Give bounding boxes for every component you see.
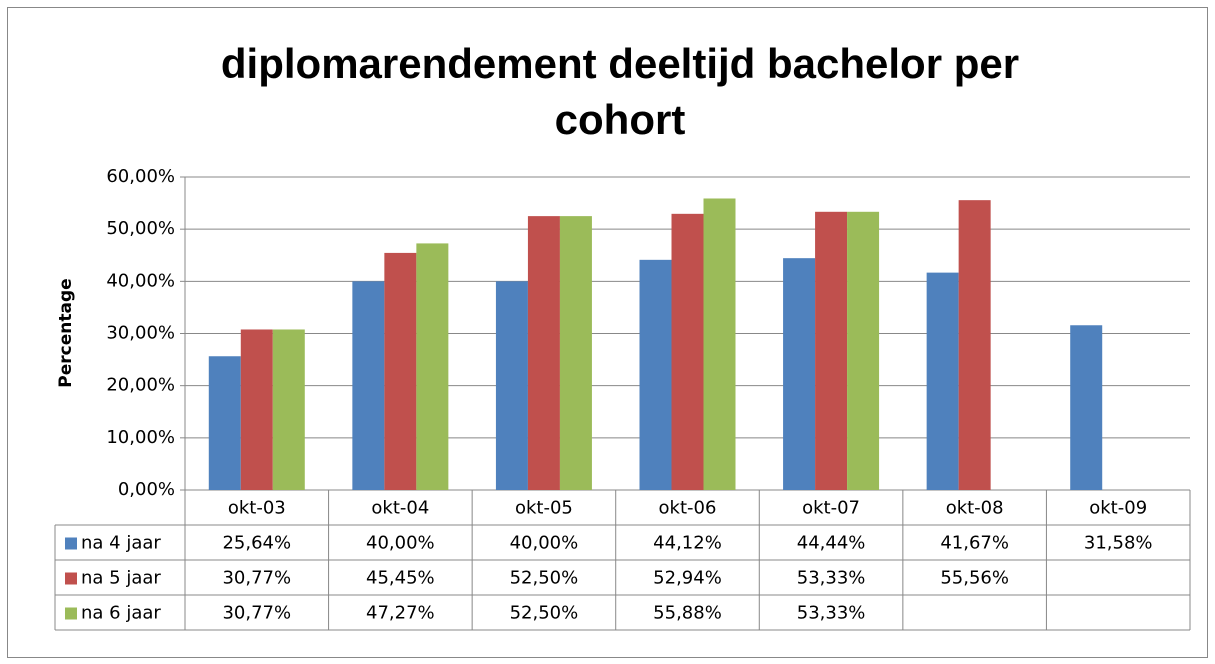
table-value: 41,67% — [940, 533, 1009, 554]
x-tick-label: okt-05 — [515, 498, 573, 519]
y-tick-label: 60,00% — [106, 166, 175, 187]
bar — [240, 329, 273, 490]
chart-title: diplomarendement deeltijd bachelor per c… — [220, 40, 1020, 143]
table-value: 53,33% — [797, 568, 866, 589]
table-value: 52,50% — [510, 603, 579, 624]
table-value: 31,58% — [1084, 533, 1153, 554]
bar — [926, 272, 959, 490]
bar — [783, 258, 816, 490]
table-value: 30,77% — [222, 568, 291, 589]
table-value: 52,94% — [653, 568, 722, 589]
x-tick-label: okt-07 — [802, 498, 860, 519]
chart-border — [7, 7, 1208, 658]
y-axis-label: Percentage — [56, 278, 76, 387]
y-tick-label: 40,00% — [106, 270, 175, 291]
table-value: 53,33% — [797, 603, 866, 624]
legend-label: na 4 jaar — [81, 533, 161, 554]
table-value: 40,00% — [366, 533, 435, 554]
table-value: 55,56% — [940, 568, 1009, 589]
legend-label: na 5 jaar — [81, 568, 161, 589]
bar — [1070, 325, 1103, 490]
bar — [815, 211, 848, 490]
x-tick-label: okt-03 — [228, 498, 286, 519]
bar — [416, 243, 449, 490]
y-tick-label: 30,00% — [106, 323, 175, 344]
legend-key — [65, 572, 77, 585]
table-value: 52,50% — [510, 568, 579, 589]
x-tick-label: okt-08 — [946, 498, 1004, 519]
table-value: 30,77% — [222, 603, 291, 624]
bar — [495, 281, 528, 490]
bar — [352, 281, 385, 490]
bar — [639, 259, 672, 490]
legend-key — [65, 537, 77, 550]
y-tick-label: 20,00% — [106, 375, 175, 396]
bar — [272, 329, 305, 490]
bar — [671, 213, 704, 491]
y-tick-label: 10,00% — [106, 427, 175, 448]
table-value: 44,12% — [653, 533, 722, 554]
table-value: 55,88% — [653, 603, 722, 624]
x-tick-label: okt-06 — [659, 498, 717, 519]
legend-label: na 6 jaar — [81, 603, 161, 624]
table-value: 40,00% — [510, 533, 579, 554]
bar — [847, 211, 880, 490]
table-value: 25,64% — [222, 533, 291, 554]
table-value: 44,44% — [797, 533, 866, 554]
y-tick-label: 0,00% — [118, 479, 175, 500]
bar — [208, 356, 241, 490]
table-value: 45,45% — [366, 568, 435, 589]
legend-key — [65, 607, 77, 620]
bar — [527, 216, 560, 490]
bar — [384, 252, 417, 490]
x-tick-label: okt-04 — [371, 498, 429, 519]
x-tick-label: okt-09 — [1089, 498, 1147, 519]
y-tick-label: 50,00% — [106, 218, 175, 239]
bar — [958, 200, 991, 491]
bar — [559, 216, 592, 490]
bar — [703, 198, 736, 490]
table-value: 47,27% — [366, 603, 435, 624]
